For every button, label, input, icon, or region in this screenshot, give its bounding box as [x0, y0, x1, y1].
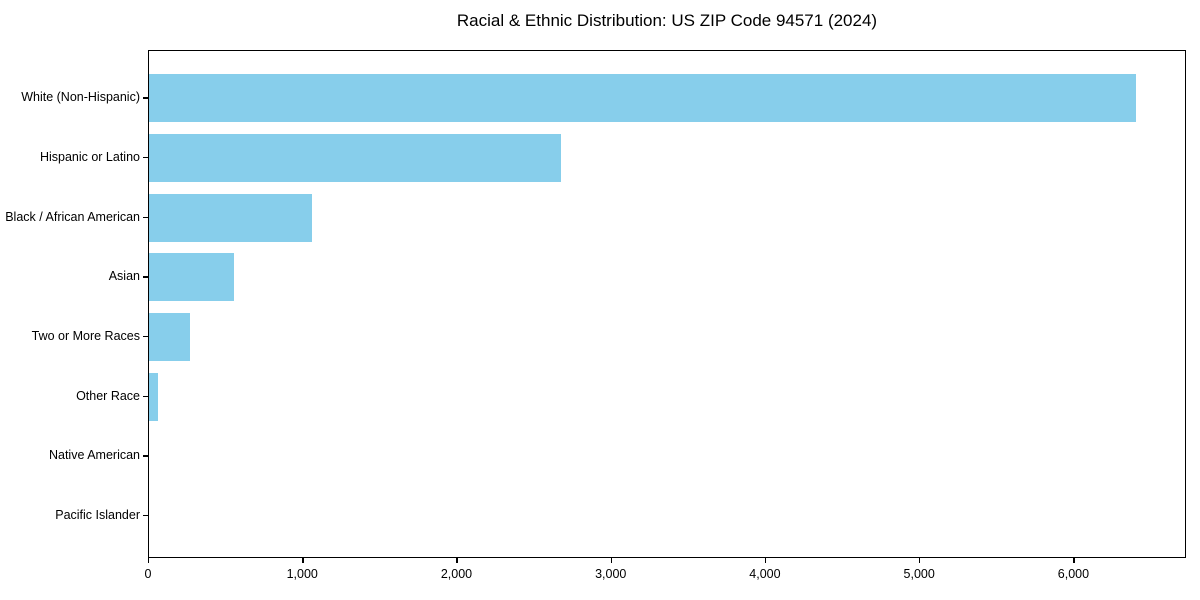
bar-hispanic-or-latino	[149, 133, 561, 182]
bar-black-african-american	[149, 193, 312, 242]
chart-title: Racial & Ethnic Distribution: US ZIP Cod…	[456, 11, 878, 30]
bar-white-non-hispanic	[149, 74, 1137, 123]
x-tick-label: 5,000	[903, 567, 935, 581]
bar-two-or-more-races	[149, 312, 191, 361]
y-tick-mark	[143, 216, 148, 218]
y-tick-label: Other Race	[76, 388, 140, 403]
y-tick-label: Black / African American	[5, 209, 140, 224]
y-tick-label: Pacific Islander	[55, 507, 140, 522]
bar-asian	[149, 253, 234, 302]
y-tick-label: Asian	[108, 269, 140, 284]
x-tick-label: 0	[144, 567, 152, 581]
x-tick-mark	[764, 558, 767, 563]
x-tick-label: 4,000	[749, 567, 781, 581]
y-tick-label: Two or More Races	[31, 328, 140, 343]
x-tick-mark	[302, 558, 304, 563]
x-tick-label: 2,000	[440, 567, 473, 581]
x-tick-mark	[1073, 558, 1075, 563]
y-tick-label: Hispanic or Latino	[39, 149, 140, 164]
x-tick-label: 3,000	[595, 567, 627, 581]
y-tick-mark	[143, 395, 148, 397]
y-tick-mark	[143, 514, 148, 517]
y-tick-mark	[143, 455, 148, 457]
x-tick-mark	[148, 558, 150, 563]
y-tick-mark	[143, 335, 148, 338]
x-tick-mark	[610, 558, 612, 563]
bar-other-race	[149, 372, 159, 421]
x-tick-mark	[919, 558, 921, 563]
y-tick-mark	[143, 97, 148, 99]
y-tick-mark	[143, 276, 148, 278]
plot-area	[148, 50, 1186, 558]
x-tick-mark	[456, 558, 458, 563]
y-tick-mark	[143, 156, 148, 159]
y-tick-label: White (Non-Hispanic)	[21, 90, 140, 105]
x-tick-label: 6,000	[1057, 567, 1090, 581]
x-tick-label: 1,000	[286, 567, 318, 581]
y-tick-label: Native American	[48, 448, 140, 463]
